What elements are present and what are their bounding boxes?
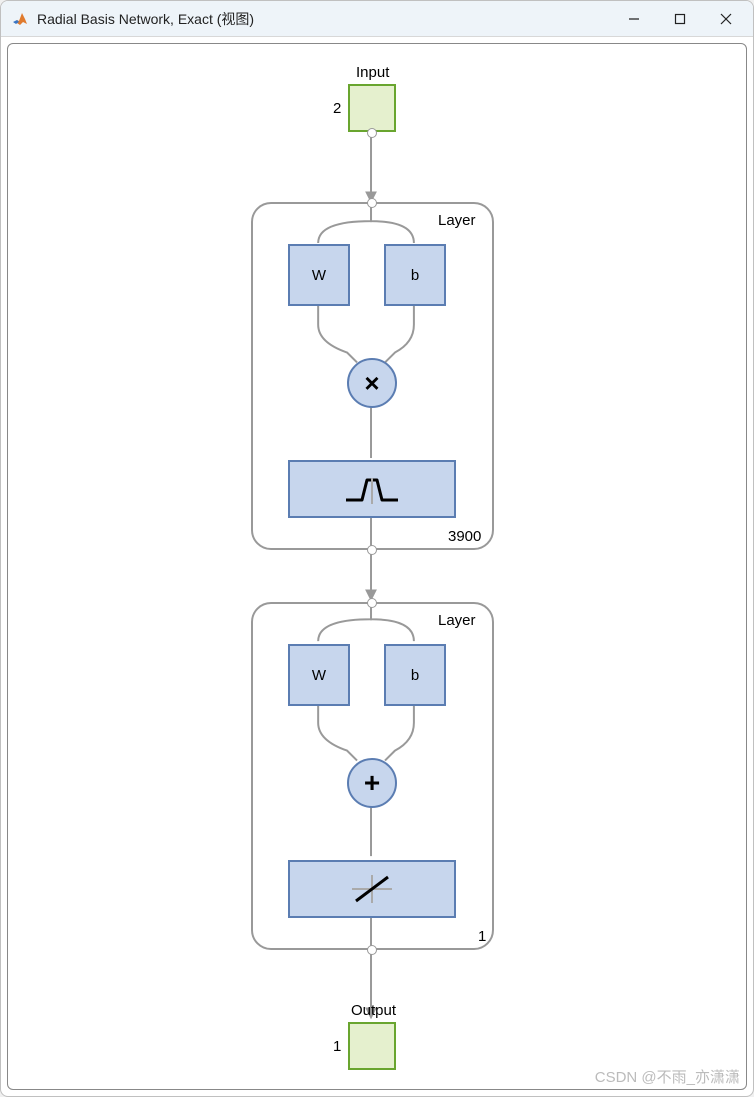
maximize-button[interactable] (657, 1, 703, 36)
close-button[interactable] (703, 1, 749, 36)
layer-count-1: 3900 (448, 528, 481, 545)
layer-title-1: Layer (438, 212, 476, 229)
output-block[interactable] (348, 1022, 396, 1070)
port-icon (367, 128, 377, 138)
weight-block-1[interactable]: W (288, 244, 350, 306)
bias-label: b (411, 267, 419, 284)
netsum-op[interactable]: + (347, 758, 397, 808)
input-block[interactable] (348, 84, 396, 132)
netprod-op[interactable]: × (347, 358, 397, 408)
bias-block-2[interactable]: b (384, 644, 446, 706)
port-icon (367, 545, 377, 555)
radbas-transfer[interactable] (288, 460, 456, 518)
output-size: 1 (333, 1038, 341, 1055)
title-bar[interactable]: Radial Basis Network, Exact (视图) (1, 1, 753, 37)
watermark-text: CSDN @不雨_亦潇潇 (595, 1066, 740, 1087)
bias-label: b (411, 667, 419, 684)
port-icon (367, 945, 377, 955)
app-window: Radial Basis Network, Exact (视图) (0, 0, 754, 1097)
weight-label: W (312, 267, 326, 284)
bias-block-1[interactable]: b (384, 244, 446, 306)
weight-block-2[interactable]: W (288, 644, 350, 706)
matlab-icon (11, 10, 29, 28)
diagram-canvas[interactable]: Input 2 Layer W b × 3900 Layer W b + (7, 43, 747, 1090)
layer-title-2: Layer (438, 612, 476, 629)
op-symbol: + (364, 767, 380, 799)
window-controls (611, 1, 749, 36)
window-title: Radial Basis Network, Exact (视图) (37, 9, 611, 29)
purelin-icon (342, 869, 402, 909)
radbas-icon (342, 472, 402, 506)
op-symbol: × (364, 368, 379, 399)
purelin-transfer[interactable] (288, 860, 456, 918)
minimize-button[interactable] (611, 1, 657, 36)
weight-label: W (312, 667, 326, 684)
port-icon (367, 598, 377, 608)
port-icon (367, 198, 377, 208)
input-size: 2 (333, 100, 341, 117)
layer-count-2: 1 (478, 928, 486, 945)
output-label: Output (351, 1002, 396, 1019)
input-label: Input (356, 64, 389, 81)
